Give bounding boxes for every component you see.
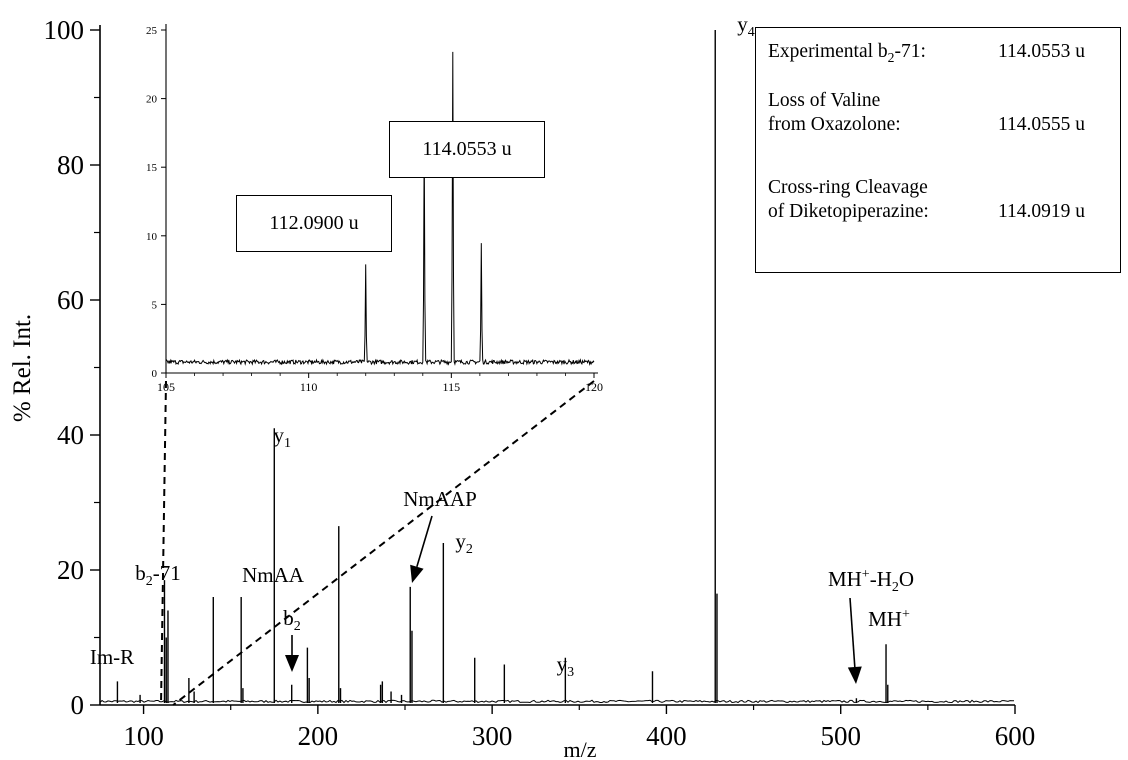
arrow-mh-h2o-head (847, 666, 862, 684)
peak-label-y3: y3 (557, 652, 575, 680)
info-value-oxazolone: 114.0555 u (998, 114, 1086, 135)
inset-y-tick-label: 15 (146, 162, 158, 174)
info-label-oxazolone-line2: from Oxazolone: (768, 114, 901, 135)
peak-label-mh-part: + (902, 607, 910, 622)
peak-label-mh-h2o-part: + (862, 567, 870, 582)
info-label-oxazolone-line1: Loss of Valine (768, 90, 881, 111)
inset-x-tick-label: 110 (300, 380, 318, 394)
peak-label-y3-part: 3 (567, 665, 574, 680)
inset-x-tick-label: 115 (443, 380, 461, 394)
arrow-b2-head (285, 655, 299, 672)
peak-label-mh-h2o-part: -H (870, 567, 892, 591)
peak-label-mh-part: MH (868, 607, 902, 631)
inset-y-tick-label: 10 (146, 231, 158, 243)
arrow-nmaap (410, 515, 433, 583)
main-x-tick-label: 300 (472, 721, 513, 751)
info-value-diketopiperazine: 114.0919 u (998, 201, 1086, 222)
arrow-b2 (285, 635, 299, 672)
main-y-tick-label: 60 (57, 285, 84, 315)
inset-y-tick-label: 0 (152, 368, 158, 380)
info-label-experimental: Experimental b2-71: (768, 41, 926, 65)
main-x-tick-label: 400 (646, 721, 687, 751)
zoom-guide-lines (160, 380, 595, 706)
arrow-nmaap-head (410, 564, 424, 583)
peak-label-mh: MH+ (868, 607, 910, 631)
inset-y-tick-label: 20 (146, 94, 158, 106)
peak-label-nmaa-part: NmAA (242, 563, 305, 587)
arrow-nmaap-shaft (416, 515, 433, 567)
arrow-mh-h2o (847, 597, 862, 684)
main-x-tick-label: 200 (298, 721, 339, 751)
peak-label-y2: y2 (455, 529, 473, 557)
zoom-guide-left (160, 380, 167, 706)
peak-label-y1-part: 1 (284, 436, 291, 451)
inset-x-tick-label: 105 (157, 380, 175, 394)
peak-label-b2-part: b (283, 606, 294, 630)
info-label-dkp-line1: Cross-ring Cleavage (768, 177, 928, 198)
assignment-info-box: Experimental b2-71: 114.0553 u Loss of V… (755, 27, 1121, 273)
peak-label-y2-part: y (455, 529, 466, 553)
peak-label-y1: y1 (274, 423, 292, 451)
main-x-tick-label: 600 (995, 721, 1036, 751)
info-label-dkp-line2: of Diketopiperazine: (768, 201, 929, 222)
peak-label-b2: b2 (283, 606, 301, 634)
peak-label-y3-part: y (557, 652, 568, 676)
peak-label-b2-71-part: 2 (146, 574, 153, 589)
arrow-mh-h2o-shaft (849, 597, 856, 668)
peak-label-mh-h2o-part: MH (828, 567, 862, 591)
main-y-tick-label: 0 (71, 690, 85, 720)
peak-label-mh-h2o-part: O (899, 567, 914, 591)
peak-label-im-r: Im-R (90, 645, 134, 669)
peak-label-nmaa: NmAA (242, 563, 305, 587)
peak-label-mh-h2o-part: 2 (892, 580, 899, 595)
main-y-axis-label: % Rel. Int. (9, 314, 36, 422)
peak-label-y1-part: y (274, 423, 285, 447)
zoom-guide-right (172, 380, 595, 706)
main-baseline-noise (99, 699, 1014, 704)
peak-label-b2-part: 2 (294, 619, 301, 634)
inset-y-tick-label: 5 (152, 299, 158, 311)
peak-label-mh-h2o: MH+-H2O (828, 567, 914, 595)
info-value-experimental: 114.0553 u (998, 41, 1086, 62)
peak-label-im-r-part: Im-R (90, 645, 134, 669)
peak-label-y4-part: 4 (748, 25, 755, 40)
peak-label-y4-part: y (737, 12, 748, 36)
peak-label-y4: y4 (737, 12, 755, 40)
main-y-tick-label: 80 (57, 150, 84, 180)
peak-label-y2-part: 2 (466, 542, 473, 557)
inset-trace (165, 51, 595, 366)
main-y-tick-label: 100 (44, 15, 85, 45)
main-y-tick-label: 20 (57, 555, 84, 585)
inset-label-112: 112.0900 u (236, 195, 392, 252)
inset-y-tick-label: 25 (146, 25, 158, 37)
inset-x-tick-label: 120 (585, 380, 603, 394)
main-y-tick-label: 40 (57, 420, 84, 450)
peak-label-b2-71-part: -71 (153, 561, 181, 585)
peak-label-b2-71-part: b (135, 561, 146, 585)
main-peaks (99, 30, 1014, 704)
main-x-tick-label: 100 (123, 721, 164, 751)
peak-label-b2-71: b2-71 (135, 561, 181, 589)
main-x-axis-label: m/z (564, 737, 597, 760)
inset-label-114: 114.0553 u (389, 121, 545, 178)
main-x-tick-label: 500 (820, 721, 861, 751)
